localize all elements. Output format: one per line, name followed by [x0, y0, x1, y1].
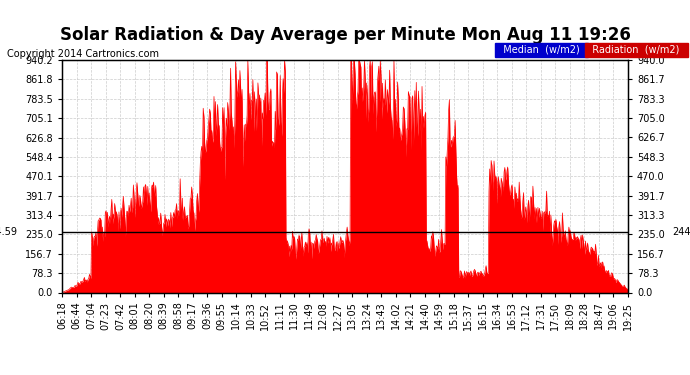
Text: Radiation  (w/m2): Radiation (w/m2) — [586, 45, 686, 55]
Text: ←244.59: ←244.59 — [0, 227, 18, 237]
Text: Solar Radiation & Day Average per Minute Mon Aug 11 19:26: Solar Radiation & Day Average per Minute… — [59, 26, 631, 44]
Text: Median  (w/m2): Median (w/m2) — [497, 45, 586, 55]
Text: 244.59→: 244.59→ — [672, 227, 690, 237]
Text: Copyright 2014 Cartronics.com: Copyright 2014 Cartronics.com — [7, 49, 159, 59]
